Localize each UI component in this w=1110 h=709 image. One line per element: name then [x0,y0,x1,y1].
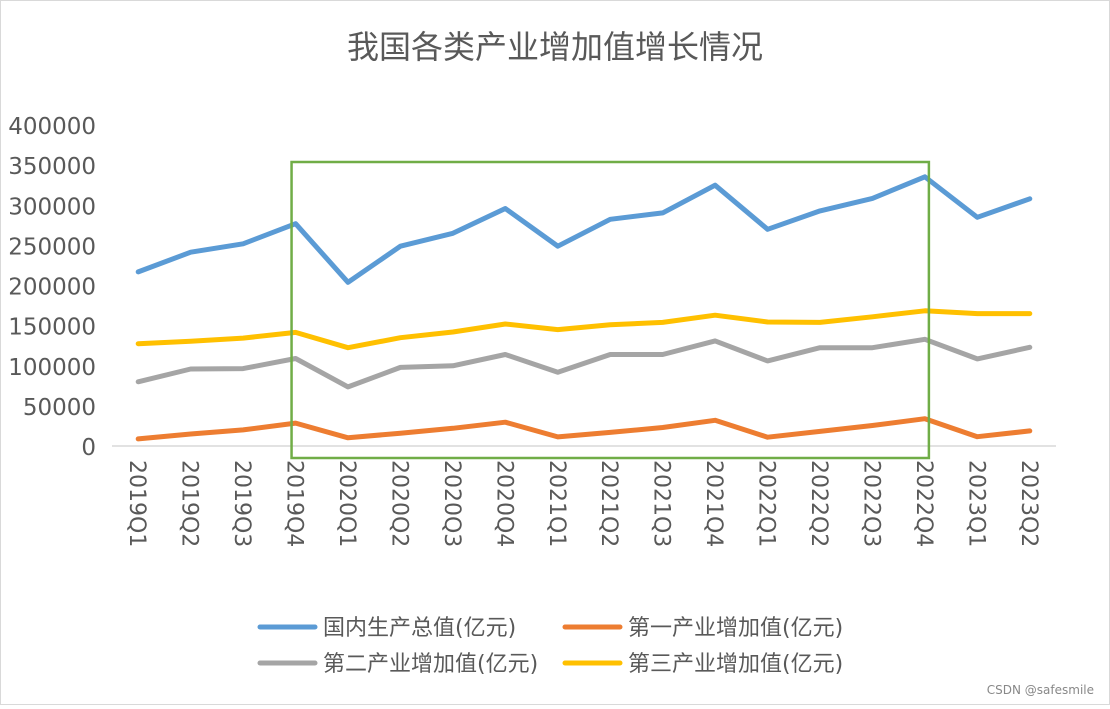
x-tick-label: 2019Q2 [177,460,202,547]
legend-label: 第三产业增加值(亿元) [628,652,843,677]
x-tick-label: 2021Q1 [544,460,569,547]
x-tick-label: 2020Q4 [491,460,516,547]
x-tick-label: 2019Q4 [282,460,307,547]
x-tick-label: 2020Q1 [334,460,359,547]
watermark: CSDN @safesmile [987,683,1094,697]
series-line-0 [135,174,1033,285]
y-tick-label: 350000 [8,154,96,180]
x-tick-label: 2023Q2 [1016,460,1041,547]
y-tick-label: 150000 [8,315,96,341]
x-tick-label: 2022Q2 [806,460,831,547]
y-tick-label: 400000 [8,114,96,140]
y-tick-label: 0 [81,435,96,461]
highlight-box [290,160,931,460]
x-tick-label: 2020Q2 [386,460,411,547]
series-line-2 [135,336,1033,390]
series-line-3 [135,308,1033,351]
y-tick-label: 200000 [8,275,96,301]
y-tick-label: 300000 [8,194,96,220]
x-tick-label: 2021Q2 [596,460,621,547]
y-tick-label: 250000 [8,234,96,260]
x-tick-label: 2019Q1 [124,460,149,547]
legend-label: 国内生产总值(亿元) [323,616,516,641]
y-tick-label: 50000 [23,395,96,421]
y-tick-label: 100000 [8,355,96,381]
x-tick-label: 2021Q4 [701,460,726,547]
x-tick-label: 2022Q1 [754,460,779,547]
x-tick-label: 2023Q1 [963,460,988,547]
x-tick-label: 2022Q3 [858,460,883,547]
chart-title: 我国各类产业增加值增长情况 [347,28,763,66]
x-tick-label: 2019Q3 [229,460,254,547]
legend-label: 第一产业增加值(亿元) [628,616,843,641]
series-line-1 [135,416,1033,442]
x-tick-label: 2022Q4 [911,460,936,547]
x-tick-label: 2021Q3 [649,460,674,547]
legend-label: 第二产业增加值(亿元) [323,652,538,677]
x-tick-label: 2020Q3 [439,460,464,547]
